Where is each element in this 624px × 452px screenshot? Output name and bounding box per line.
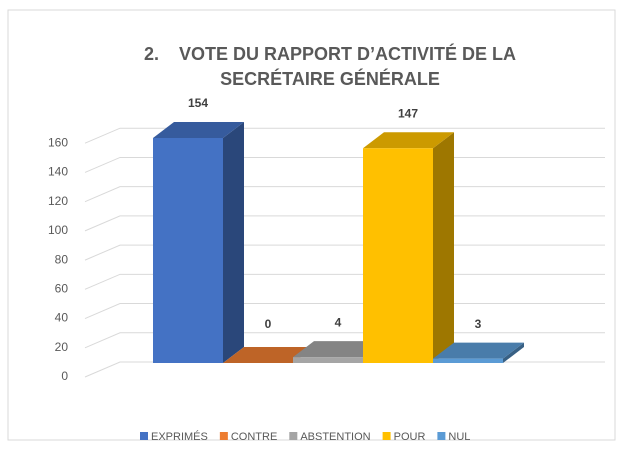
bar bbox=[433, 342, 524, 363]
data-label: 0 bbox=[265, 317, 272, 331]
chart-border bbox=[7, 9, 616, 441]
legend-swatch bbox=[289, 432, 298, 440]
bar-top bbox=[153, 121, 244, 138]
bar-top bbox=[223, 347, 314, 363]
legend-label: EXPRIMÉS bbox=[151, 430, 208, 443]
bar bbox=[223, 347, 314, 363]
data-label: 154 bbox=[188, 96, 208, 110]
bar-side bbox=[223, 121, 244, 363]
bar bbox=[153, 121, 244, 363]
y-tick-label: 60 bbox=[55, 282, 69, 296]
data-label: 3 bbox=[475, 317, 482, 331]
bar bbox=[363, 132, 454, 363]
legend-swatch bbox=[382, 432, 391, 440]
y-tick-label: 140 bbox=[48, 165, 68, 179]
y-tick-label: 100 bbox=[48, 223, 68, 237]
legend-label: NUL bbox=[448, 431, 470, 443]
legend-swatch bbox=[140, 432, 148, 440]
y-tick-label: 20 bbox=[55, 340, 69, 354]
legend-swatch bbox=[219, 432, 228, 440]
legend-label: CONTRE bbox=[231, 431, 277, 443]
chart-title: SECRÉTAIRE GÉNÉRALE bbox=[220, 68, 440, 89]
y-tick-label: 40 bbox=[55, 311, 69, 325]
legend-label: POUR bbox=[394, 431, 426, 443]
bar-top bbox=[363, 132, 454, 149]
legend-label: ABSTENTION bbox=[300, 431, 370, 443]
bar-front bbox=[433, 358, 503, 363]
bar-top bbox=[433, 342, 524, 359]
data-label: 4 bbox=[335, 315, 342, 329]
bar-front bbox=[153, 137, 223, 363]
bar-front bbox=[363, 148, 433, 363]
y-tick-label: 0 bbox=[61, 369, 68, 383]
grid-line bbox=[84, 127, 605, 144]
legend-swatch bbox=[437, 432, 446, 440]
chart-title: 2. VOTE DU RAPPORT D’ACTIVITÉ DE LA bbox=[144, 43, 516, 64]
bar-side bbox=[433, 132, 454, 363]
bar-top bbox=[293, 341, 384, 358]
y-tick-label: 120 bbox=[48, 194, 68, 208]
y-tick-label: 80 bbox=[55, 252, 69, 266]
bar-side bbox=[503, 342, 524, 363]
y-tick-label: 160 bbox=[48, 135, 68, 149]
data-label: 147 bbox=[398, 106, 418, 120]
bar-front bbox=[293, 357, 363, 363]
